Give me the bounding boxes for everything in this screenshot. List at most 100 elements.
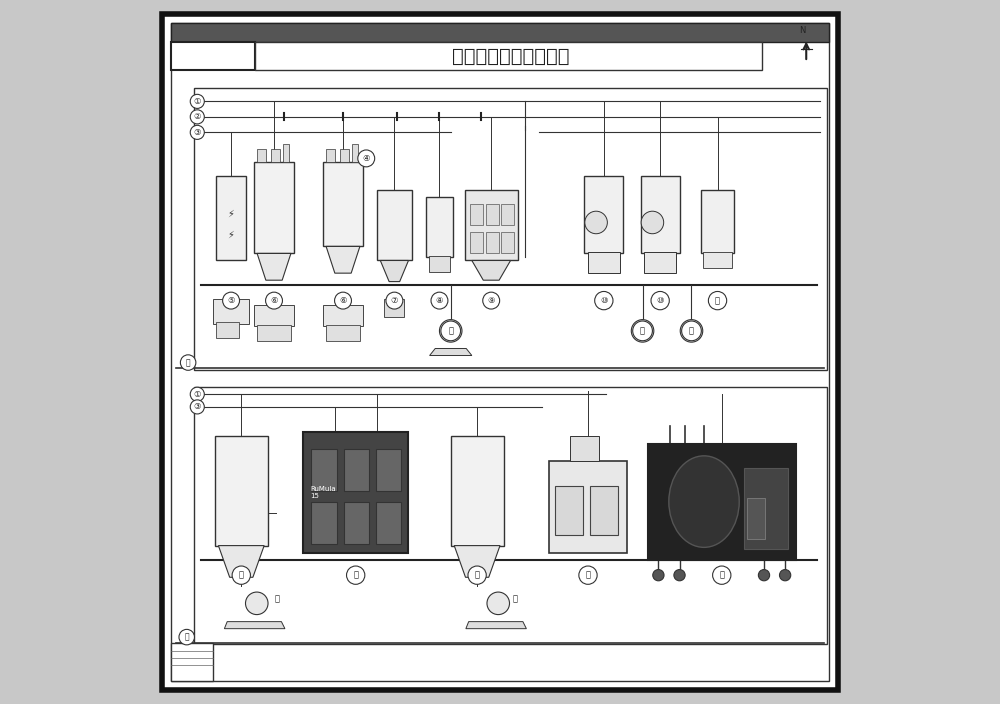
Polygon shape <box>224 622 285 629</box>
Text: ⑫: ⑫ <box>512 594 517 603</box>
Polygon shape <box>472 260 511 280</box>
Circle shape <box>579 566 597 584</box>
Bar <box>344 502 369 544</box>
Circle shape <box>358 150 375 167</box>
Circle shape <box>439 320 462 342</box>
Circle shape <box>347 566 365 584</box>
Circle shape <box>180 355 196 370</box>
Text: ⑫: ⑫ <box>689 327 694 335</box>
Circle shape <box>585 211 607 234</box>
Circle shape <box>246 592 268 615</box>
Text: ⑥: ⑥ <box>339 296 347 305</box>
Bar <box>501 232 514 253</box>
Bar <box>641 176 680 253</box>
Text: ⑤: ⑤ <box>227 296 235 305</box>
Text: ⑫: ⑫ <box>448 327 453 335</box>
Text: ①: ① <box>194 97 201 106</box>
Bar <box>271 149 280 162</box>
Bar <box>303 432 408 553</box>
Bar <box>549 461 627 553</box>
Text: RuMula
15: RuMula 15 <box>310 486 336 498</box>
Circle shape <box>386 292 403 309</box>
Bar <box>326 149 335 162</box>
Text: ④: ④ <box>362 154 370 163</box>
Text: ⑭: ⑭ <box>239 571 244 579</box>
Bar <box>352 144 358 162</box>
Text: ⑩: ⑩ <box>656 296 664 305</box>
Circle shape <box>190 125 204 139</box>
Circle shape <box>708 291 727 310</box>
Bar <box>588 252 620 273</box>
Bar <box>376 449 401 491</box>
Bar <box>254 305 294 326</box>
Circle shape <box>179 629 194 645</box>
Circle shape <box>633 321 652 341</box>
Bar <box>213 299 249 324</box>
Bar <box>570 436 599 461</box>
Bar <box>384 299 404 317</box>
Bar <box>194 387 827 644</box>
Circle shape <box>190 110 204 124</box>
Circle shape <box>441 321 461 341</box>
Bar <box>194 88 827 370</box>
Bar <box>701 190 734 253</box>
Bar <box>584 176 623 253</box>
Text: ⑬: ⑬ <box>184 633 189 641</box>
Polygon shape <box>218 546 264 577</box>
Text: ⑫: ⑫ <box>640 327 645 335</box>
Circle shape <box>483 292 500 309</box>
Circle shape <box>468 566 486 584</box>
Circle shape <box>232 566 250 584</box>
Bar <box>171 643 213 681</box>
Bar <box>429 256 450 272</box>
Circle shape <box>713 566 731 584</box>
Circle shape <box>680 320 703 342</box>
Text: ③: ③ <box>194 128 201 137</box>
Circle shape <box>487 592 510 615</box>
Bar <box>747 498 765 539</box>
Text: ⑫: ⑫ <box>274 594 279 603</box>
Bar <box>555 486 583 535</box>
Bar <box>703 252 732 268</box>
Text: ⑬: ⑬ <box>186 358 190 367</box>
Text: ⑯: ⑯ <box>586 571 590 579</box>
Polygon shape <box>466 622 526 629</box>
Bar <box>216 322 239 338</box>
Text: ⚡: ⚡ <box>228 209 235 219</box>
Circle shape <box>631 320 654 342</box>
Polygon shape <box>257 253 291 280</box>
Circle shape <box>335 292 351 309</box>
Bar <box>311 502 337 544</box>
Text: ⑦: ⑦ <box>391 296 398 305</box>
Text: ⑭: ⑭ <box>475 571 480 579</box>
Bar <box>340 149 349 162</box>
Circle shape <box>190 387 204 401</box>
Polygon shape <box>454 546 500 577</box>
Bar <box>215 436 268 546</box>
Text: ③: ③ <box>194 403 201 411</box>
Text: ⑩: ⑩ <box>600 296 608 305</box>
Circle shape <box>190 94 204 108</box>
Bar <box>257 149 266 162</box>
Bar <box>470 232 483 253</box>
Text: ①: ① <box>194 390 201 398</box>
Bar <box>501 204 514 225</box>
Circle shape <box>190 400 204 414</box>
Text: ⑮: ⑮ <box>353 571 358 579</box>
Polygon shape <box>380 260 408 282</box>
Bar <box>486 204 499 225</box>
Bar <box>171 42 255 70</box>
Circle shape <box>758 570 770 581</box>
Bar <box>283 144 289 162</box>
Text: ⑨: ⑨ <box>487 296 495 305</box>
Bar <box>376 502 401 544</box>
Text: ⚡: ⚡ <box>228 230 235 240</box>
Bar <box>216 176 246 260</box>
Bar <box>323 162 363 246</box>
Circle shape <box>431 292 448 309</box>
Circle shape <box>674 570 685 581</box>
Text: ②: ② <box>194 113 201 121</box>
Circle shape <box>595 291 613 310</box>
Bar <box>648 444 796 560</box>
Bar <box>254 162 294 253</box>
